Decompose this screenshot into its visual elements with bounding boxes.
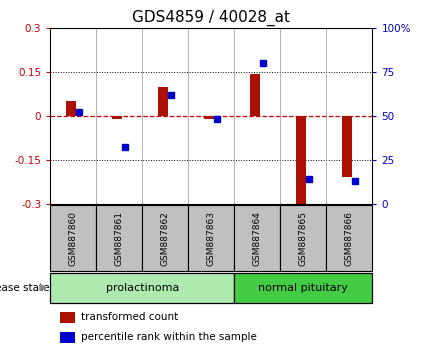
Text: GSM887863: GSM887863 [207, 211, 216, 266]
Text: GSM887860: GSM887860 [69, 211, 78, 266]
Bar [204, 116, 214, 119]
Bar [326, 205, 372, 271]
Bar [60, 332, 74, 343]
Text: GSM887864: GSM887864 [253, 211, 262, 266]
Bar [158, 87, 168, 116]
Bar [112, 116, 122, 119]
Bar [234, 273, 372, 303]
Bar [280, 205, 326, 271]
Text: percentile rank within the sample: percentile rank within the sample [81, 332, 257, 342]
Title: GDS4859 / 40028_at: GDS4859 / 40028_at [132, 9, 290, 25]
Bar [96, 205, 142, 271]
Bar [188, 205, 234, 271]
Text: normal pituitary: normal pituitary [258, 282, 348, 293]
Bar [342, 116, 352, 177]
Bar [234, 205, 280, 271]
Bar [60, 312, 74, 322]
Bar [250, 74, 260, 116]
Text: GSM887866: GSM887866 [345, 211, 354, 266]
Text: transformed count: transformed count [81, 312, 178, 322]
Text: GSM887862: GSM887862 [161, 211, 170, 266]
Bar [142, 205, 188, 271]
Bar [50, 205, 96, 271]
Bar [66, 101, 76, 116]
Text: disease state: disease state [0, 282, 49, 293]
Text: GSM887865: GSM887865 [299, 211, 308, 266]
Bar [296, 116, 306, 204]
Bar [50, 273, 234, 303]
Text: prolactinoma: prolactinoma [106, 282, 179, 293]
Text: GSM887861: GSM887861 [115, 211, 124, 266]
